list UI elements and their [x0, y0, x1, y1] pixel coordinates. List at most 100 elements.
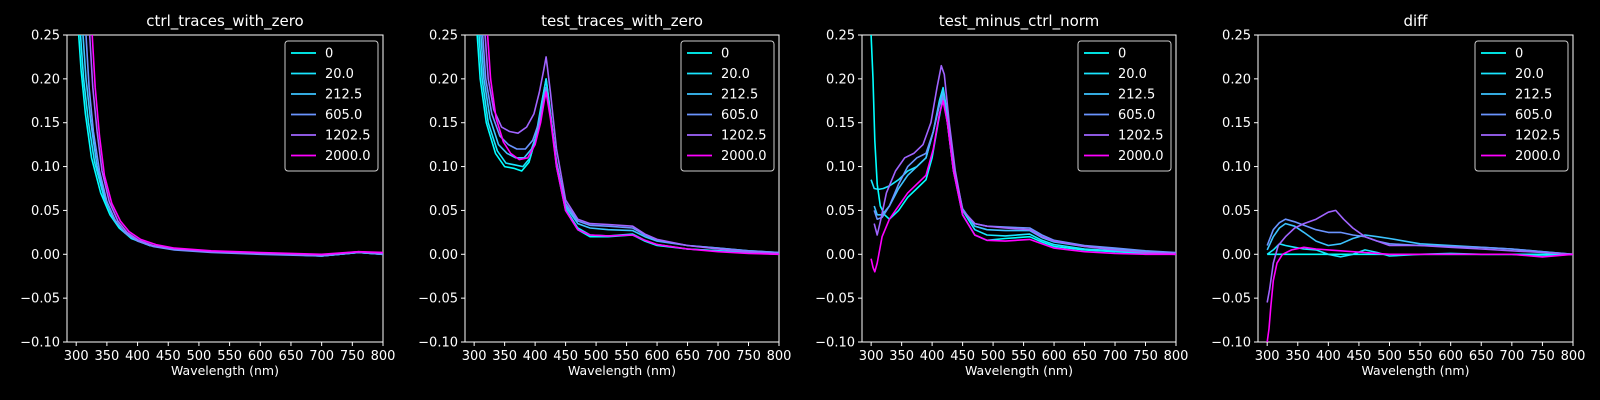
y-tick-label: 0.15	[1222, 116, 1251, 131]
x-tick-label: 400	[125, 349, 150, 364]
x-tick-label: 750	[1530, 349, 1555, 364]
chart-panel-2: test_minus_ctrl_norm Wavelength (nm) −0.10…	[815, 12, 1188, 378]
x-tick-label: 350	[1285, 349, 1310, 364]
x-axis-label: Wavelength (nm)	[965, 363, 1073, 378]
legend-label: 0	[721, 47, 729, 62]
y-tick-label: 0.20	[826, 72, 855, 87]
x-tick-label: 600	[248, 349, 273, 364]
y-tick-label: 0.10	[826, 160, 855, 175]
chart-title: ctrl_traces_with_zero	[146, 12, 303, 31]
y-tick-label: −0.10	[815, 336, 855, 351]
series-group	[476, 35, 779, 256]
x-axis-label: Wavelength (nm)	[1362, 363, 1470, 378]
series-line	[484, 35, 779, 255]
x-tick-label: 450	[950, 349, 975, 364]
legend-label: 1202.5	[1515, 129, 1561, 144]
x-tick-label: 500	[981, 349, 1006, 364]
y-tick-label: 0.25	[826, 29, 855, 44]
y-tick-label: −0.05	[1211, 292, 1251, 307]
legend-label: 2000.0	[1515, 149, 1561, 164]
legend-label: 605.0	[721, 108, 758, 123]
legend-label: 20.0	[1118, 67, 1147, 82]
x-tick-label: 300	[64, 349, 89, 364]
y-tick-label: 0.25	[1222, 29, 1251, 44]
x-tick-label: 800	[371, 349, 396, 364]
legend-label: 212.5	[1118, 88, 1155, 103]
y-tick-label: −0.10	[20, 336, 60, 351]
chart-panel-0: ctrl_traces_with_zero Wavelength (nm) −0.1…	[20, 12, 395, 378]
axes-frame	[66, 34, 384, 343]
x-tick-label: 750	[340, 349, 365, 364]
x-tick-label: 650	[675, 349, 700, 364]
series-line	[1266, 246, 1573, 342]
legend-label: 0	[1118, 47, 1126, 62]
legend-label: 605.0	[1118, 108, 1155, 123]
legend-label: 2000.0	[1118, 149, 1164, 164]
legend-label: 20.0	[1515, 67, 1544, 82]
x-tick-label: 400	[523, 349, 548, 364]
chart-panel-3: diff Wavelength (nm) −0.10 −0.05 0.00 0.05 0.1…	[1211, 12, 1585, 378]
series-line	[1266, 218, 1573, 256]
series-line	[88, 35, 383, 256]
y-tick-label: 0.05	[429, 204, 458, 219]
x-tick-label: 700	[309, 349, 334, 364]
x-tick-label: 800	[1561, 349, 1586, 364]
series-group	[1266, 209, 1573, 342]
y-tick-label: 0.10	[31, 160, 60, 175]
x-axis-label: Wavelength (nm)	[171, 363, 279, 378]
x-tick-label: 450	[1347, 349, 1372, 364]
x-tick-label: 550	[1408, 349, 1433, 364]
series-line	[85, 35, 383, 257]
x-tick-label: 300	[1255, 349, 1280, 364]
y-tick-label: −0.05	[815, 292, 855, 307]
y-tick-label: 0.05	[1222, 204, 1251, 219]
x-tick-label: 450	[156, 349, 181, 364]
y-tick-label: 0.15	[429, 116, 458, 131]
x-tick-label: 500	[584, 349, 609, 364]
x-tick-label: 350	[492, 349, 517, 364]
y-tick-label: −0.10	[1211, 336, 1251, 351]
x-tick-label: 400	[920, 349, 945, 364]
legend-label: 605.0	[325, 108, 362, 123]
x-tick-label: 300	[462, 349, 487, 364]
x-tick-label: 350	[94, 349, 119, 364]
legend-label: 20.0	[721, 67, 750, 82]
legend-label: 212.5	[325, 88, 362, 103]
axes-frame	[861, 34, 1177, 343]
y-tick-label: 0.25	[429, 29, 458, 44]
x-tick-label: 650	[1072, 349, 1097, 364]
y-tick-label: −0.10	[418, 336, 458, 351]
x-tick-label: 750	[1133, 349, 1158, 364]
legend-label: 2000.0	[721, 149, 767, 164]
y-tick-label: 0.20	[429, 72, 458, 87]
legend-label: 20.0	[325, 67, 354, 82]
series-group	[77, 35, 383, 257]
x-tick-label: 700	[1499, 349, 1524, 364]
series-line	[870, 100, 1176, 273]
x-tick-label: 700	[1103, 349, 1128, 364]
series-group	[870, 35, 1176, 273]
legend-label: 212.5	[1515, 88, 1552, 103]
legend: 0 20.0 212.5 605.0 1202.5 2000.0	[284, 40, 379, 172]
chart-title: test_traces_with_zero	[541, 12, 703, 31]
y-tick-label: 0.00	[31, 248, 60, 263]
series-line	[486, 35, 779, 256]
legend-label: 1202.5	[325, 129, 371, 144]
y-tick-label: 0.00	[429, 248, 458, 263]
legend-label: 2000.0	[325, 149, 371, 164]
legend: 0 20.0 212.5 605.0 1202.5 2000.0	[1474, 40, 1569, 172]
x-tick-label: 750	[736, 349, 761, 364]
axes-frame	[464, 34, 780, 343]
x-tick-label: 550	[217, 349, 242, 364]
x-tick-label: 650	[279, 349, 304, 364]
legend-label: 0	[1515, 47, 1523, 62]
legend-label: 605.0	[1515, 108, 1552, 123]
x-tick-label: 500	[187, 349, 212, 364]
chart-title: test_minus_ctrl_norm	[939, 12, 1100, 31]
y-tick-label: 0.10	[1222, 160, 1251, 175]
y-tick-label: 0.15	[31, 116, 60, 131]
legend: 0 20.0 212.5 605.0 1202.5 2000.0	[680, 40, 775, 172]
y-tick-label: 0.25	[31, 29, 60, 44]
x-tick-label: 450	[553, 349, 578, 364]
